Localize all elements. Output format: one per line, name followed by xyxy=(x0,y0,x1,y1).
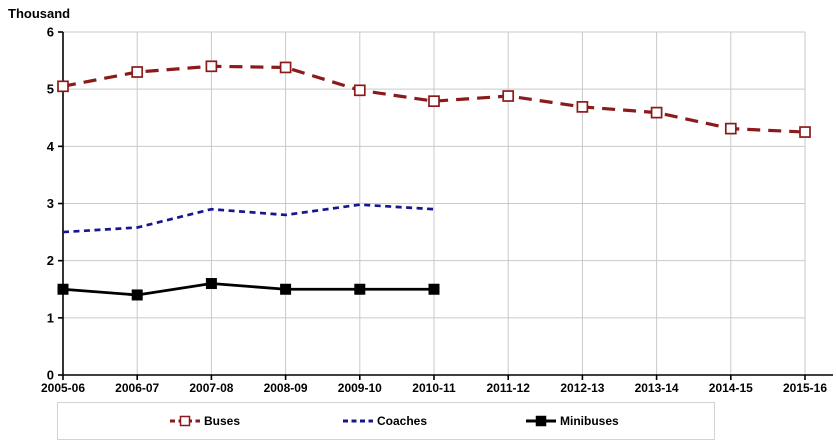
series-coaches xyxy=(62,203,435,234)
svg-text:2009-10: 2009-10 xyxy=(338,381,382,395)
series-minibuses xyxy=(57,278,440,301)
svg-text:2005-06: 2005-06 xyxy=(41,381,85,395)
svg-text:0: 0 xyxy=(47,368,54,383)
line-chart: 0 1 2 3 4 5 6 2005-06 2006-07 2007-08 2008-09 2009-… xyxy=(41,25,833,395)
legend-item-coaches: Coaches xyxy=(343,403,427,439)
legend-label-buses: Buses xyxy=(204,414,241,428)
series-buses xyxy=(57,60,811,138)
svg-text:5: 5 xyxy=(47,82,54,97)
legend-item-buses: Buses xyxy=(170,403,240,439)
y-tick-labels: 0 1 2 3 4 5 6 xyxy=(47,25,55,383)
legend-item-minibuses: Minibuses xyxy=(526,403,619,439)
svg-text:3: 3 xyxy=(47,196,54,211)
svg-text:2011-12: 2011-12 xyxy=(487,381,531,395)
legend-label-minibuses: Minibuses xyxy=(560,414,619,428)
svg-text:2007-08: 2007-08 xyxy=(189,381,233,395)
svg-text:6: 6 xyxy=(47,25,54,40)
x-tick-labels: 2005-06 2006-07 2007-08 2008-09 2009-10 2010-… xyxy=(41,381,827,395)
legend: Buses Coaches Minibuses xyxy=(57,402,715,440)
svg-text:2010-11: 2010-11 xyxy=(412,381,456,395)
svg-text:2: 2 xyxy=(47,253,54,268)
buses-line-sample-icon xyxy=(170,415,200,427)
svg-text:2008-09: 2008-09 xyxy=(264,381,308,395)
minibuses-line-sample-icon xyxy=(526,415,556,427)
svg-text:2014-15: 2014-15 xyxy=(709,381,753,395)
svg-text:1: 1 xyxy=(47,310,54,325)
svg-text:2015-16: 2015-16 xyxy=(783,381,827,395)
y-axis-title: Thousand xyxy=(8,6,71,21)
svg-text:2013-14: 2013-14 xyxy=(635,381,679,395)
gridlines xyxy=(63,31,806,375)
svg-text:2006-07: 2006-07 xyxy=(115,381,159,395)
coaches-line-sample-icon xyxy=(343,415,373,427)
legend-label-coaches: Coaches xyxy=(377,414,428,428)
svg-text:2012-13: 2012-13 xyxy=(560,381,604,395)
axes xyxy=(58,31,833,380)
svg-text:4: 4 xyxy=(47,139,55,154)
